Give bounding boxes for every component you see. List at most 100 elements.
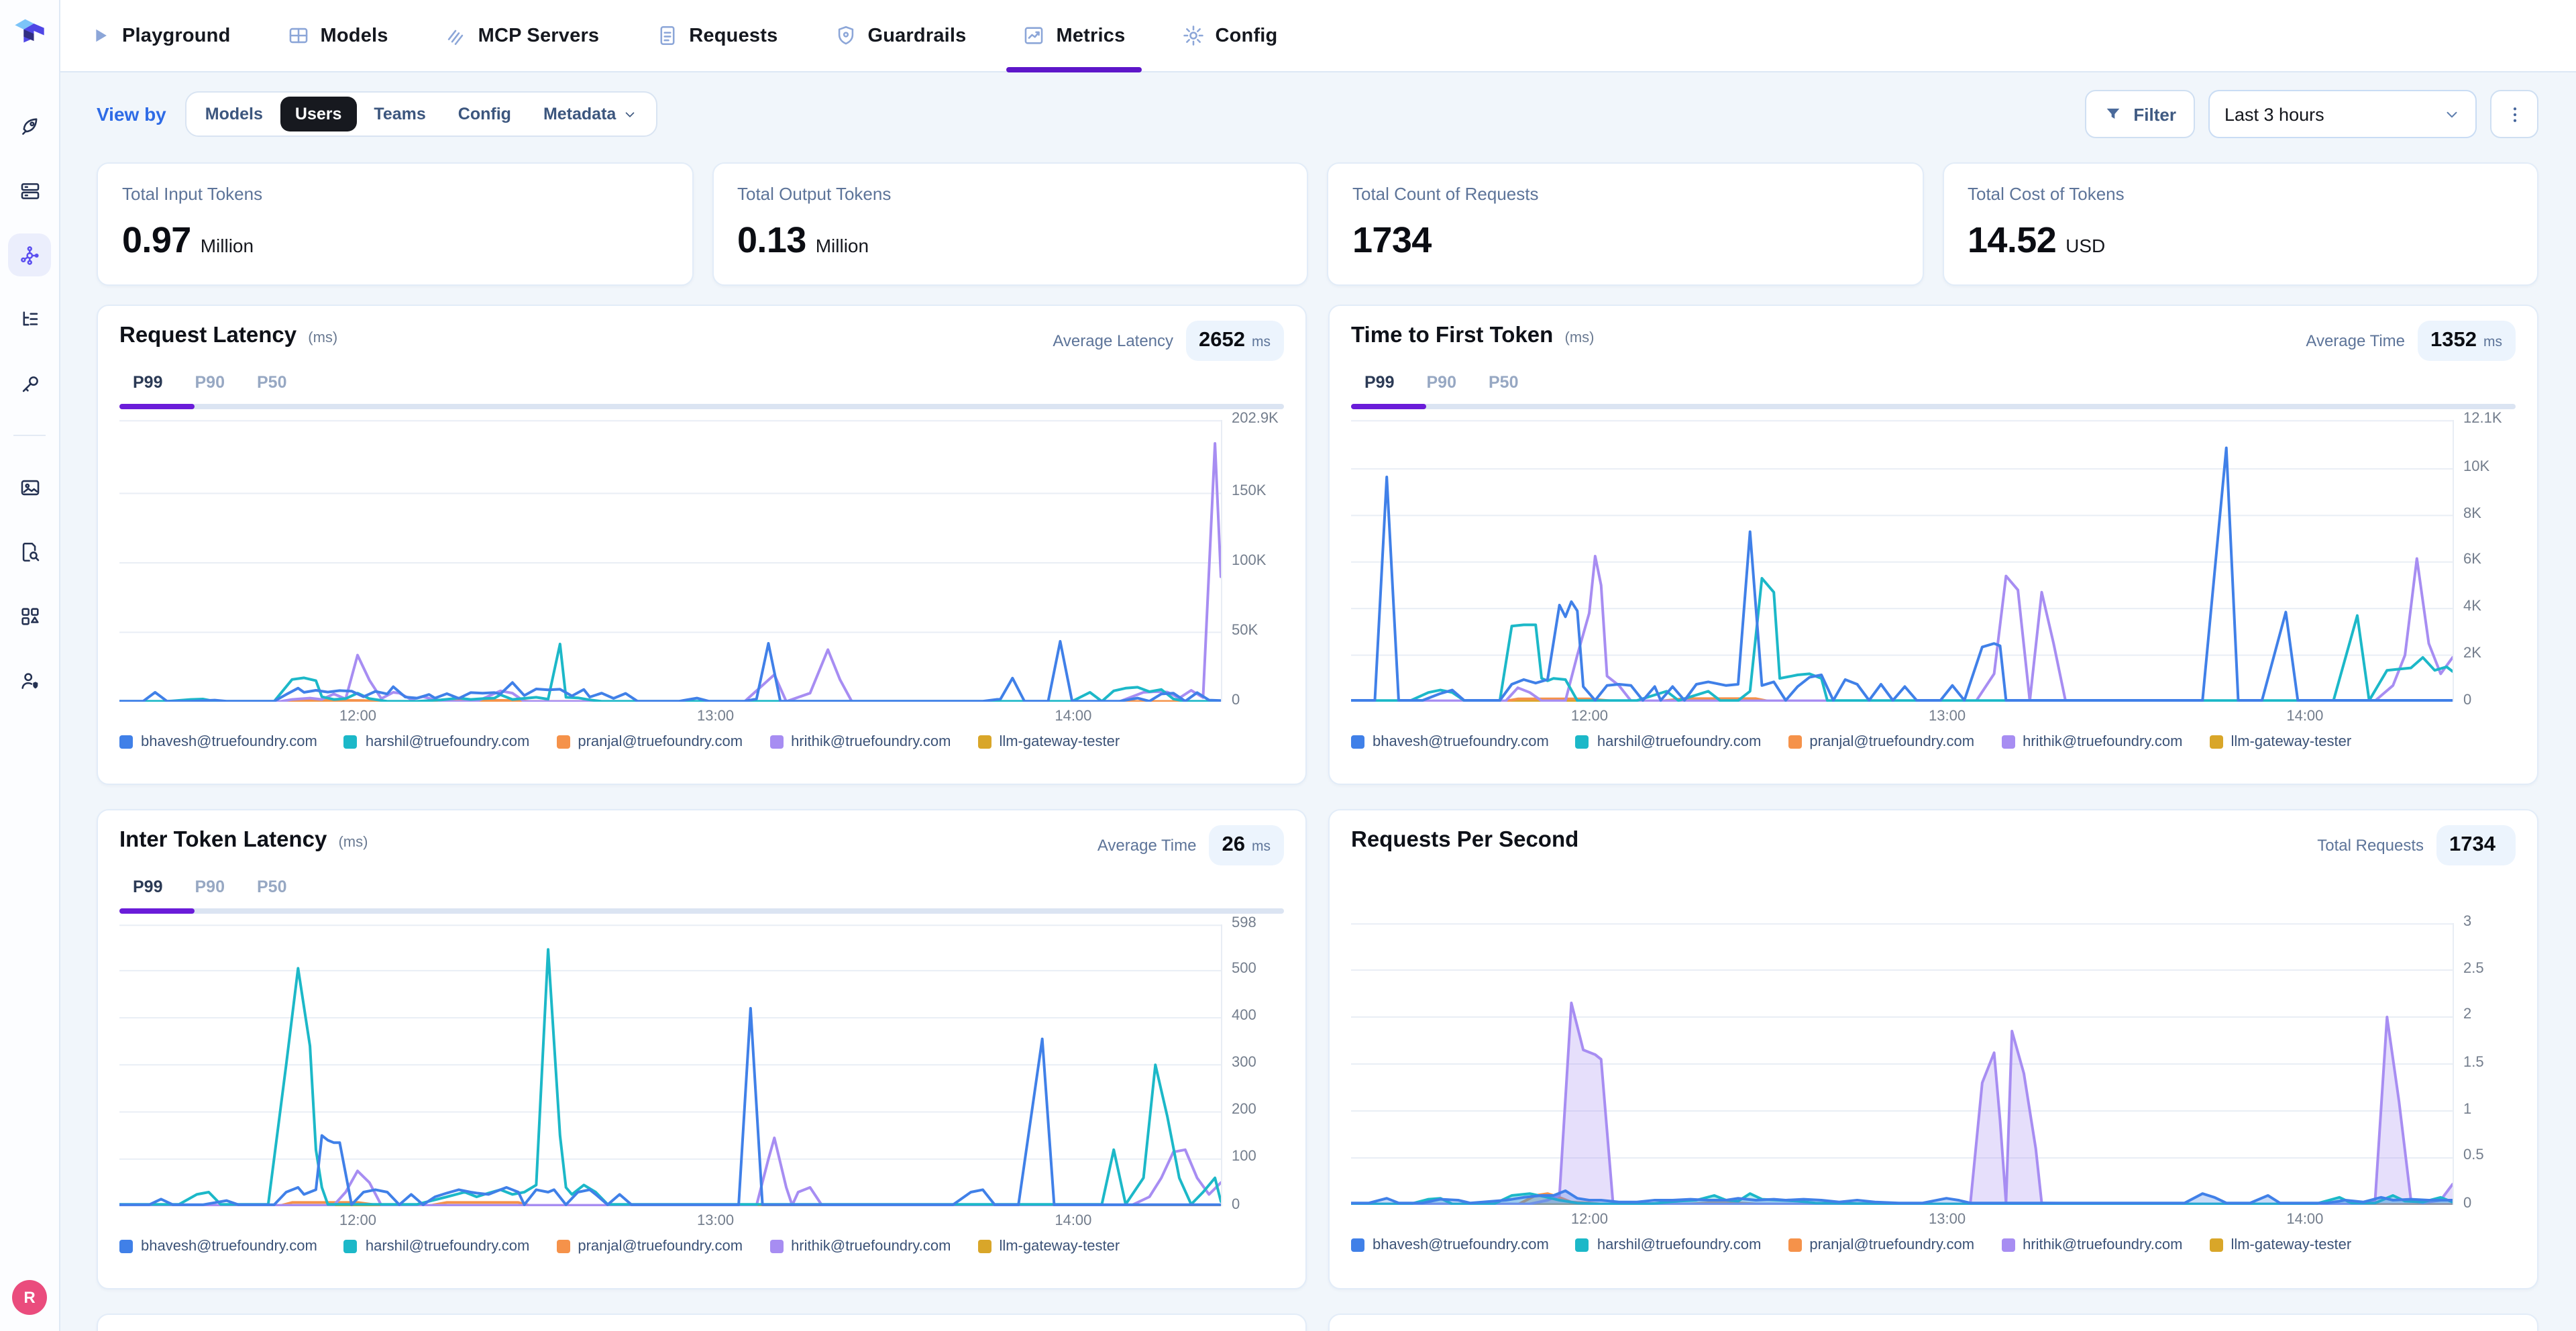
tab-p50[interactable]: P50 [1489, 373, 1519, 392]
stat-value: 1734 [1352, 220, 1432, 260]
y-tick-label: 50K [1232, 622, 1258, 639]
legend-item[interactable]: hrithik@truefoundry.com [769, 733, 951, 749]
y-tick-label: 0 [1232, 692, 1240, 708]
legend-item[interactable]: pranjal@truefoundry.com [556, 1238, 743, 1254]
filter-button[interactable]: Filter [2085, 90, 2195, 138]
sidebar-item-apps-grid[interactable] [8, 594, 51, 637]
legend-item[interactable]: llm-gateway-tester [2209, 1236, 2351, 1253]
nav-item-config[interactable]: Config [1181, 0, 1277, 71]
filter-button-label: Filter [2133, 104, 2176, 124]
legend-item[interactable]: llm-gateway-tester [2209, 733, 2351, 749]
tab-underline-track [119, 908, 1284, 913]
chart-icon [1025, 27, 1043, 44]
nav-item-mcp-servers[interactable]: MCP Servers [445, 0, 600, 71]
stat-card-total-count-of-requests: Total Count of Requests 1734 [1327, 162, 1923, 286]
tab-p50[interactable]: P50 [257, 877, 287, 896]
y-tick-label: 0 [2463, 1195, 2472, 1211]
y-tick-label: 598 [1232, 914, 1256, 930]
chart-badge-label: Average Time [2306, 331, 2406, 350]
funnel-icon [2107, 108, 2120, 119]
legend-item[interactable]: hrithik@truefoundry.com [769, 1238, 951, 1254]
tab-p90[interactable]: P90 [195, 373, 225, 392]
stat-value: 14.52 [1968, 220, 2057, 260]
legend-swatch [2001, 1238, 2015, 1251]
legend-item[interactable]: pranjal@truefoundry.com [1788, 733, 1974, 749]
legend-item[interactable]: harshil@truefoundry.com [343, 1238, 529, 1254]
more-options-button[interactable] [2490, 90, 2538, 138]
tab-p99[interactable]: P99 [133, 877, 163, 896]
view-by-pill-config[interactable]: Config [458, 105, 511, 123]
x-tick-label: 14:00 [2286, 1211, 2324, 1227]
nav-item-guardrails[interactable]: Guardrails [834, 0, 966, 71]
sidebar-item-rocket[interactable] [8, 105, 51, 148]
active-tab-underline [119, 908, 195, 913]
chart-plot-area [119, 924, 1222, 1206]
legend-swatch [1351, 1238, 1364, 1251]
chart-card-time-to-first-token: Time to First Token (ms) Average Time 13… [1328, 305, 2538, 785]
stat-label: Total Output Tokens [737, 184, 892, 204]
sidebar-item-doc-search[interactable] [8, 530, 51, 573]
stat-card-total-output-tokens: Total Output Tokens 0.13 Million [712, 162, 1308, 286]
legend-item[interactable]: harshil@truefoundry.com [343, 733, 529, 749]
legend-item[interactable]: llm-gateway-tester [977, 1238, 1120, 1254]
chart-title: Inter Token Latency (ms) [119, 828, 368, 852]
metrics-toolbar: View by Models Users Teams Config Metadata F… [59, 82, 2576, 146]
view-by-pill-group: Models Users Teams Config Metadata [184, 91, 658, 137]
time-range-value: Last 3 hours [2224, 104, 2324, 124]
nav-item-playground[interactable]: Playground [89, 0, 231, 71]
view-by-pill-teams[interactable]: Teams [374, 105, 426, 123]
tab-p90[interactable]: P90 [1426, 373, 1457, 392]
legend-item[interactable]: bhavesh@truefoundry.com [119, 733, 317, 749]
legend-item[interactable]: hrithik@truefoundry.com [2001, 1236, 2182, 1253]
chart-canvas [119, 924, 1221, 1206]
chart-card-request-latency: Request Latency (ms) Average Latency 265… [97, 305, 1307, 785]
legend-item[interactable]: llm-gateway-tester [977, 733, 1120, 749]
chart-badge-label: Average Time [1097, 836, 1197, 855]
view-by-pill-users[interactable]: Users [280, 97, 357, 131]
nav-item-metrics[interactable]: Metrics [1006, 0, 1142, 72]
tab-p50[interactable]: P50 [257, 373, 287, 392]
sidebar-item-user-badge[interactable] [8, 659, 51, 702]
tab-p90[interactable]: P90 [195, 877, 225, 896]
doc-search-icon [21, 541, 39, 562]
y-tick-label: 0.5 [2463, 1147, 2484, 1164]
sidebar-item-key[interactable] [8, 362, 51, 405]
y-tick-label: 8K [2463, 505, 2481, 522]
x-tick-label: 14:00 [1055, 708, 1092, 724]
legend-item[interactable]: bhavesh@truefoundry.com [1351, 733, 1549, 749]
legend-item[interactable]: bhavesh@truefoundry.com [119, 1238, 317, 1254]
chevron-down-icon [625, 111, 635, 117]
sidebar-item-image[interactable] [8, 466, 51, 509]
chart-canvas [1351, 419, 2453, 701]
y-tick-label: 3 [2463, 913, 2472, 929]
sidebar-item-server[interactable] [8, 169, 51, 212]
tab-p99[interactable]: P99 [1364, 373, 1395, 392]
user-avatar[interactable]: R [12, 1280, 47, 1315]
y-tick-label: 2 [2463, 1006, 2472, 1023]
y-tick-label: 2.5 [2463, 960, 2484, 976]
sidebar-item-gateway-network[interactable] [8, 233, 51, 276]
legend-item[interactable]: pranjal@truefoundry.com [1788, 1236, 1974, 1253]
legend-item[interactable]: bhavesh@truefoundry.com [1351, 1236, 1549, 1253]
legend-swatch [556, 735, 570, 748]
truefoundry-logo-icon [15, 19, 44, 43]
chart-legend: bhavesh@truefoundry.com harshil@truefound… [119, 1238, 1284, 1254]
legend-item[interactable]: pranjal@truefoundry.com [556, 733, 743, 749]
chart-canvas [119, 419, 1221, 701]
view-by-pill-models[interactable]: Models [205, 105, 263, 123]
time-range-select[interactable]: Last 3 hours [2208, 90, 2477, 138]
top-navigation: Playground Models MCP Servers Requests Guard… [0, 0, 2576, 72]
rocket-icon [21, 117, 37, 134]
y-tick-label: 4K [2463, 598, 2481, 615]
percentile-tabs: P99 P90 P50 [1351, 373, 2516, 409]
legend-item[interactable]: harshil@truefoundry.com [1575, 1236, 1761, 1253]
stats-row: Total Input Tokens 0.97 Million Total Outpu… [97, 162, 2538, 286]
legend-item[interactable]: hrithik@truefoundry.com [2001, 733, 2182, 749]
sidebar-item-tree[interactable] [8, 298, 51, 341]
stat-unit: Million [200, 235, 254, 256]
nav-item-requests[interactable]: Requests [655, 0, 777, 71]
nav-item-models[interactable]: Models [287, 0, 388, 71]
legend-item[interactable]: harshil@truefoundry.com [1575, 733, 1761, 749]
tab-p99[interactable]: P99 [133, 373, 163, 392]
view-by-pill-metadata[interactable]: Metadata [529, 97, 652, 131]
